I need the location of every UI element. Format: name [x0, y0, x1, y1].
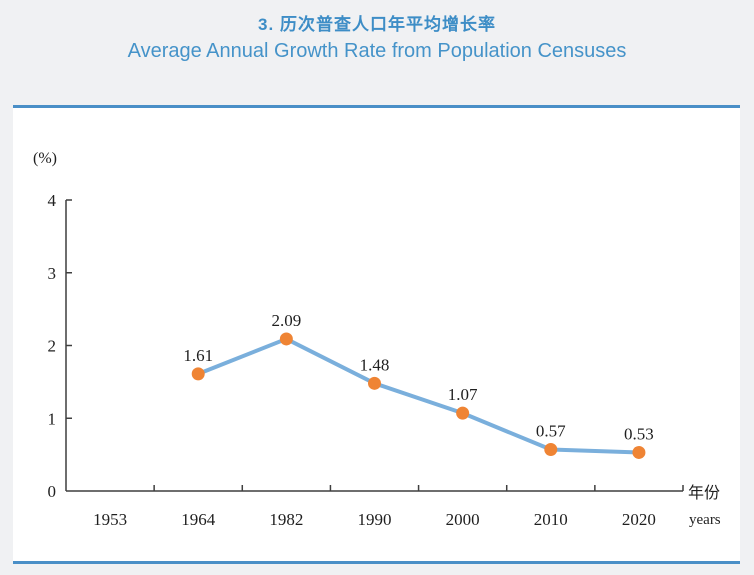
x-axis-label-zh: 年份: [688, 484, 720, 502]
data-point-label: 0.57: [536, 422, 566, 441]
y-tick-label: 2: [48, 337, 57, 356]
y-tick-label: 1: [48, 409, 57, 428]
data-point-label: 2.09: [271, 311, 301, 330]
data-line: [196, 336, 641, 455]
data-point-label: 1.61: [183, 346, 213, 365]
chart-title-zh: 3. 历次普查人口年平均增长率: [258, 15, 496, 34]
data-point: [544, 443, 558, 457]
y-tick-label: 4: [48, 191, 57, 210]
y-tick-label: 3: [48, 264, 57, 283]
x-tick-label: 2020: [622, 510, 656, 529]
data-point: [368, 376, 381, 390]
x-tick-label: 1982: [269, 510, 303, 529]
data-point: [456, 406, 470, 420]
chart-panel: [13, 108, 740, 561]
data-point: [279, 332, 293, 346]
data-point-label: 1.07: [448, 385, 478, 404]
top-divider: [13, 105, 740, 108]
x-tick-label: 1953: [93, 510, 127, 529]
x-tick-label: 1990: [358, 510, 392, 529]
chart-title-en: Average Annual Growth Rate from Populati…: [127, 40, 627, 62]
x-tick-label: 2000: [446, 510, 480, 529]
data-point: [191, 367, 205, 381]
data-point: [632, 445, 646, 459]
y-tick-label: 0: [48, 482, 57, 501]
y-unit-label: (%): [33, 150, 57, 167]
data-point-label: 0.53: [624, 424, 654, 443]
x-tick-label: 2010: [534, 510, 568, 529]
x-axis-label-en: years: [689, 512, 721, 528]
bottom-divider: [13, 561, 740, 564]
data-point-label: 1.48: [360, 355, 390, 374]
x-tick-label: 1964: [181, 510, 216, 529]
